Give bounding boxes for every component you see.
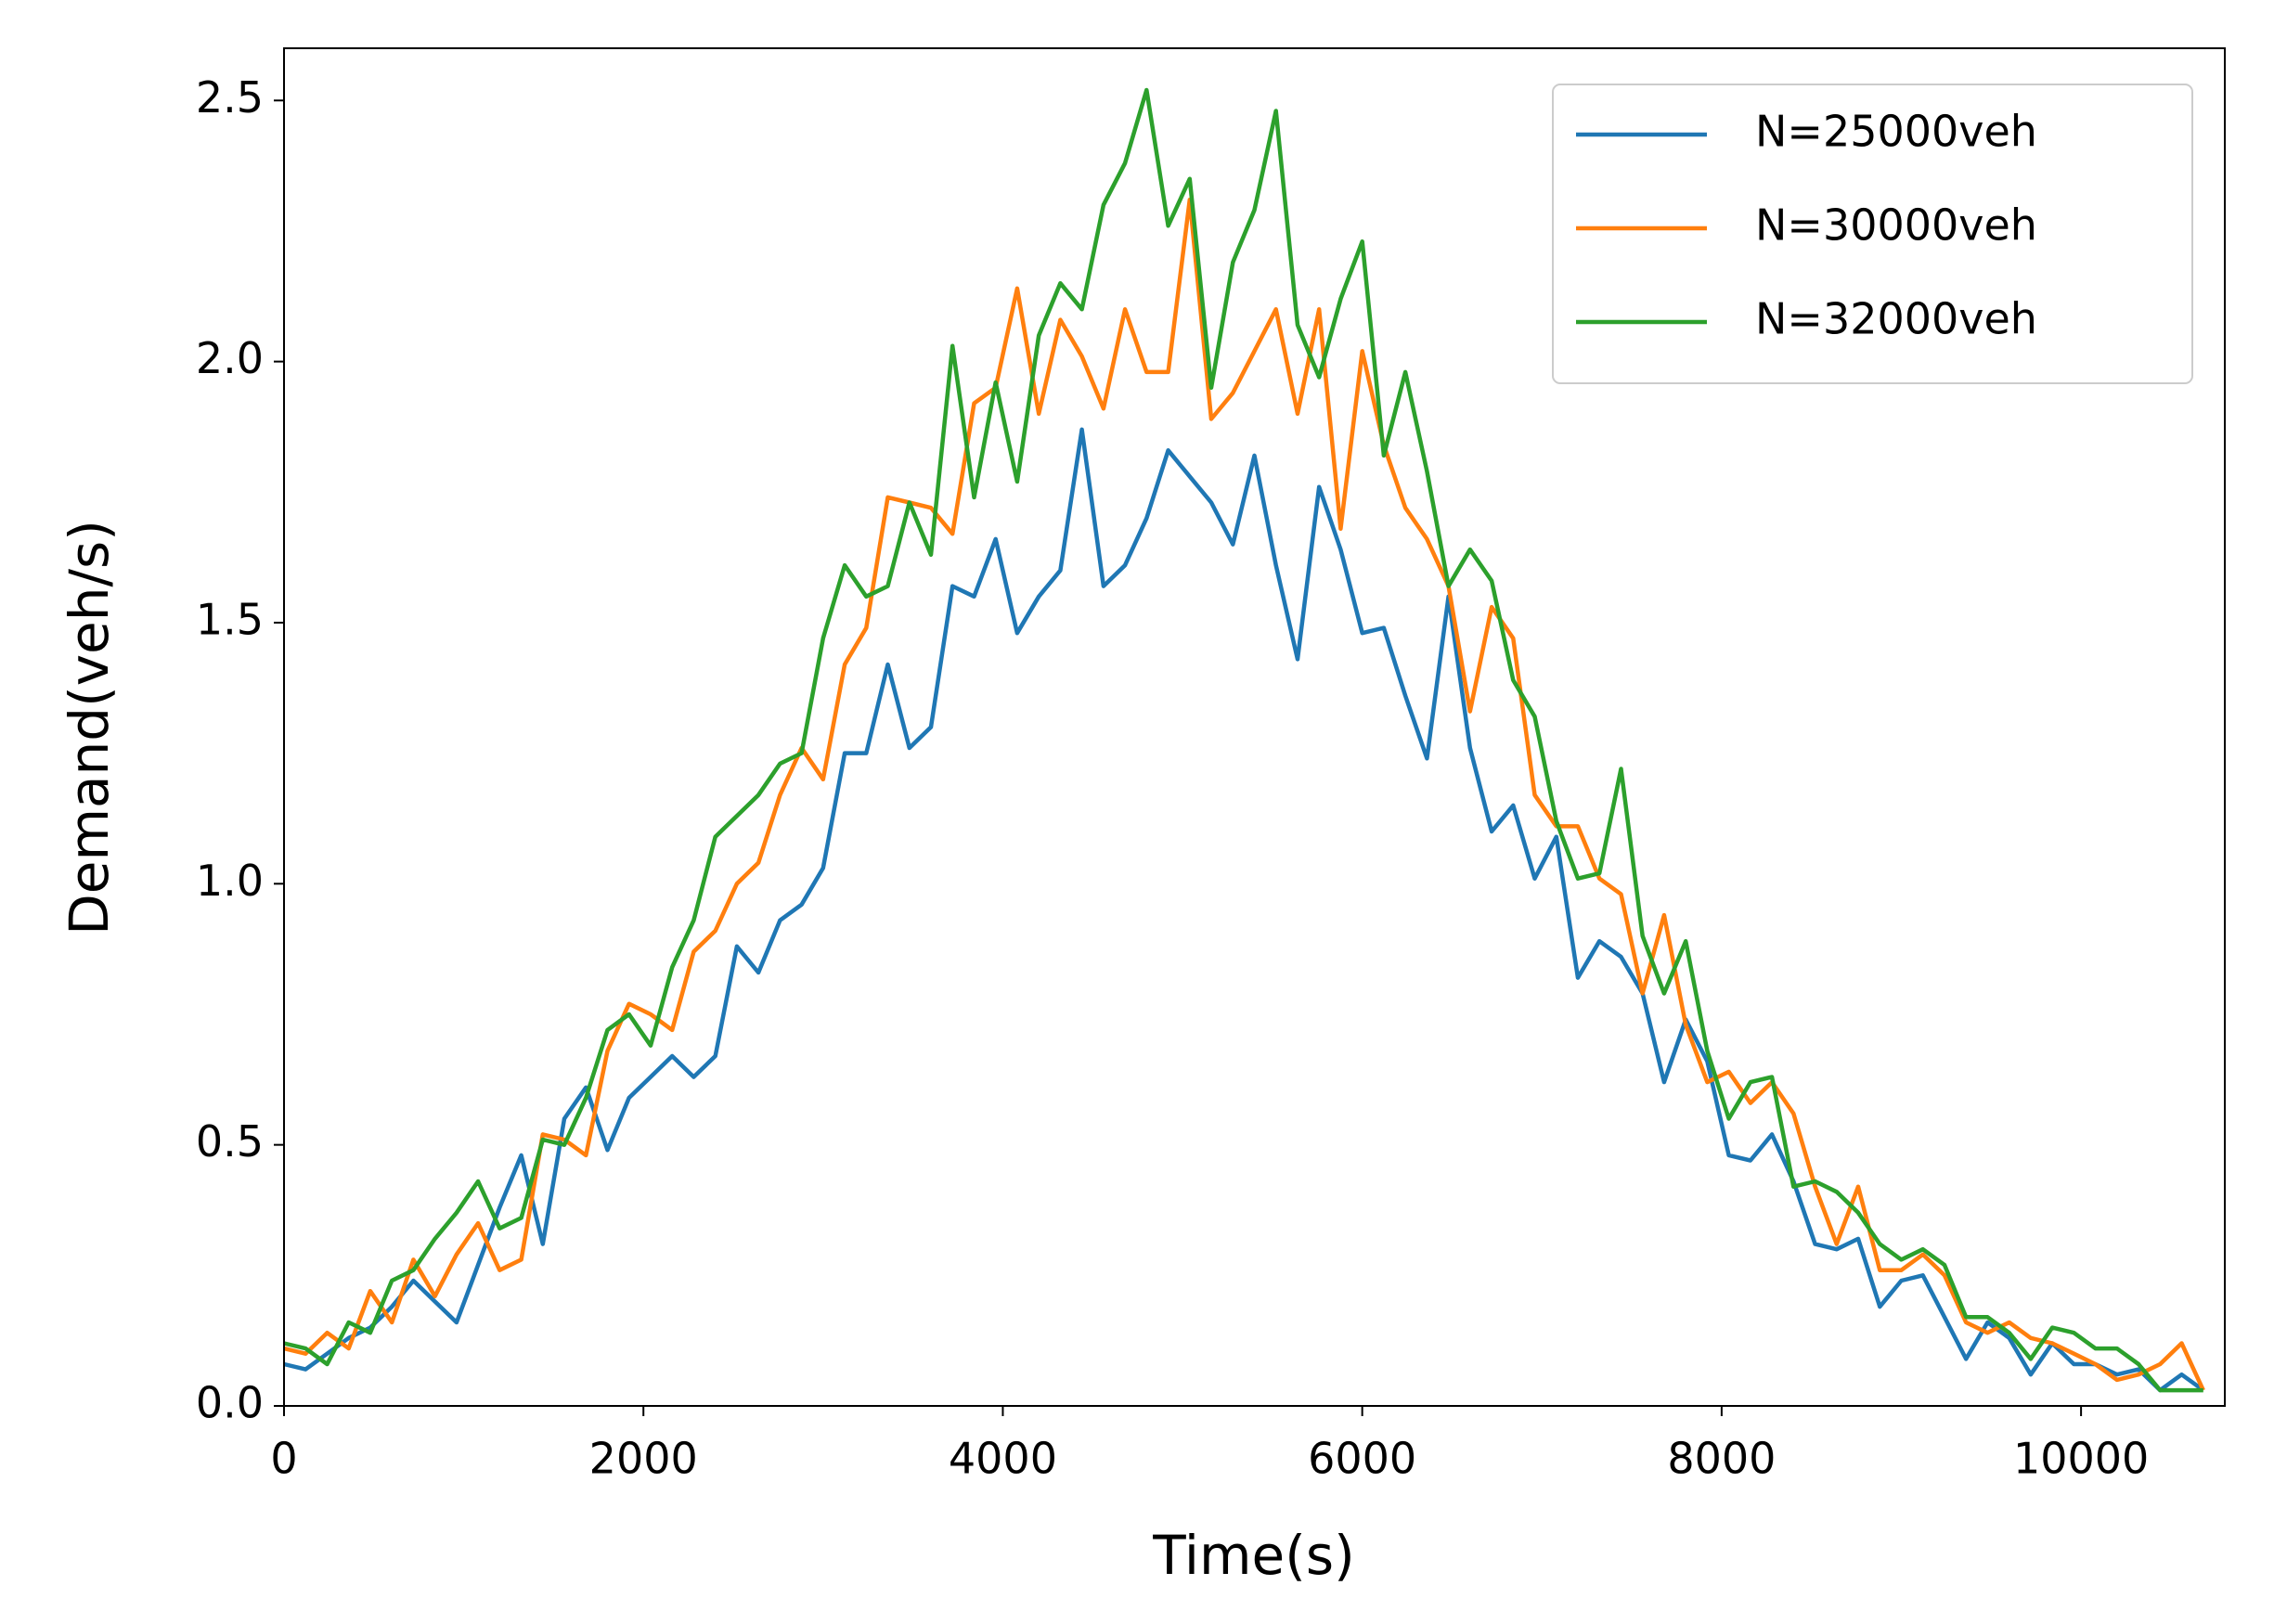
legend-label: N=25000veh bbox=[1755, 107, 2037, 157]
x-tick-label: 10000 bbox=[2013, 1434, 2149, 1484]
y-tick-label: 2.0 bbox=[196, 333, 264, 383]
y-tick-label: 0.5 bbox=[196, 1116, 264, 1166]
x-tick-label: 4000 bbox=[949, 1434, 1057, 1484]
x-tick-label: 2000 bbox=[589, 1434, 698, 1484]
y-tick-label: 2.5 bbox=[196, 72, 264, 122]
series-line bbox=[283, 87, 2203, 1393]
y-tick-label: 0.0 bbox=[196, 1378, 264, 1428]
series-line bbox=[283, 427, 2205, 1393]
x-tick-label: 0 bbox=[270, 1434, 297, 1484]
y-tick-label: 1.5 bbox=[196, 594, 264, 644]
legend-box bbox=[1552, 84, 2193, 384]
y-tick-label: 1.0 bbox=[196, 856, 264, 906]
x-tick-label: 6000 bbox=[1308, 1434, 1416, 1484]
y-axis-label: Demand(veh/s) bbox=[58, 520, 121, 935]
x-tick-label: 8000 bbox=[1667, 1434, 1776, 1484]
legend-label: N=32000veh bbox=[1755, 294, 2037, 344]
plot-frame bbox=[283, 47, 2226, 1407]
series-line bbox=[283, 197, 2205, 1392]
legend-label: N=30000veh bbox=[1755, 200, 2037, 251]
x-axis-label: Time(s) bbox=[1152, 1524, 1354, 1587]
